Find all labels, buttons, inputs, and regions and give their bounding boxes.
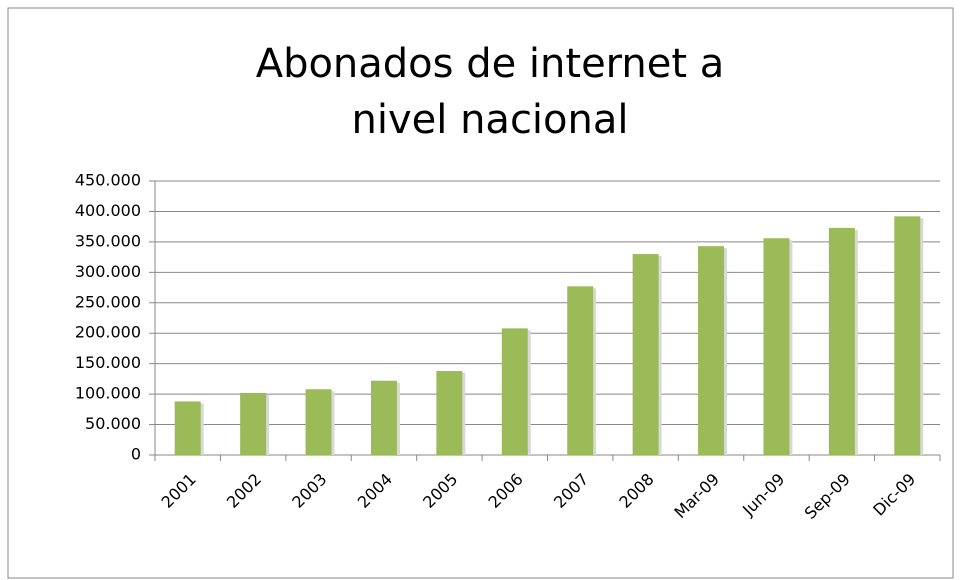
y-tick-label: 250.000	[75, 292, 141, 311]
x-tick-label: 2005	[419, 470, 461, 512]
bar	[501, 328, 528, 455]
x-tick-label: 2008	[615, 470, 657, 512]
y-tick-label: 200.000	[75, 323, 141, 342]
x-tick-label: 2006	[485, 470, 527, 512]
y-tick-label: 450.000	[75, 171, 141, 190]
y-tick-label: 400.000	[75, 201, 141, 220]
bar	[240, 392, 267, 455]
bar	[763, 238, 790, 455]
bar	[894, 216, 921, 455]
bar	[698, 246, 725, 455]
y-tick-label: 300.000	[75, 262, 141, 281]
x-tick-label: 2002	[223, 470, 265, 512]
y-tick-label: 150.000	[75, 353, 141, 372]
y-tick-label: 350.000	[75, 231, 141, 250]
bar	[370, 380, 397, 455]
x-tick-label: 2007	[550, 470, 592, 512]
bar	[305, 389, 332, 455]
x-tick-label: 2001	[157, 470, 199, 512]
x-tick-label: Mar-09	[671, 470, 724, 523]
y-tick-label: 50.000	[85, 414, 141, 433]
x-tick-label: Sep-09	[801, 470, 854, 523]
chart-border	[7, 7, 954, 579]
x-tick-label: Dic-09	[869, 470, 919, 520]
bar	[174, 401, 201, 455]
bar	[436, 370, 463, 455]
x-tick-label: Jun-09	[738, 470, 788, 520]
bar	[632, 254, 659, 455]
bar	[828, 227, 855, 455]
y-tick-label: 100.000	[75, 384, 141, 403]
x-tick-label: 2003	[288, 470, 330, 512]
y-tick-label: 0	[131, 445, 141, 464]
chart-title: Abonados de internet a nivel nacional	[255, 41, 725, 143]
bar	[567, 286, 594, 455]
x-tick-label: 2004	[354, 470, 396, 512]
